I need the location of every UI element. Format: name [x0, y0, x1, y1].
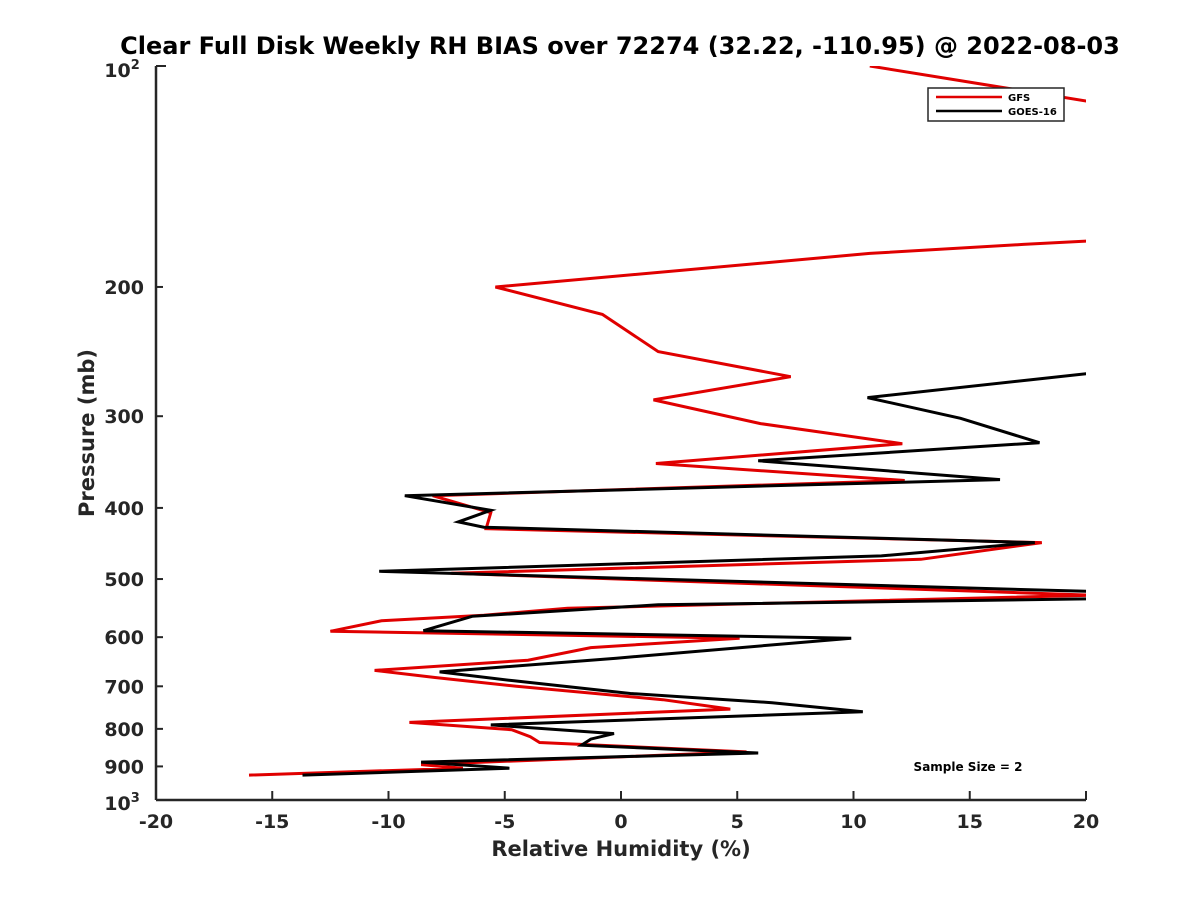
y-tick-label: 600 [104, 627, 144, 649]
y-tick-label: 200 [104, 277, 144, 299]
series-layer [248, 66, 1086, 777]
sample-size-annotation: Sample Size = 2 [914, 760, 1023, 774]
y-axis-label: Pressure (mb) [75, 349, 99, 517]
series-line-gfs [248, 66, 1086, 777]
y-tick-label: 800 [104, 719, 144, 741]
y-decade-label-bottom: 103 [104, 791, 140, 815]
legend-label-gfs: GFS [1008, 93, 1030, 104]
legend-label-goes16: GOES-16 [1008, 107, 1057, 118]
legend-box [927, 87, 1065, 122]
x-axis-label: Relative Humidity (%) [491, 837, 750, 861]
y-tick-label: 300 [104, 406, 144, 428]
x-tick-label: 20 [1073, 811, 1099, 833]
x-tick-label: 0 [614, 811, 627, 833]
y-decade-label-top: 102 [104, 58, 140, 82]
y-tick-label: 400 [104, 498, 144, 520]
legend: GFS GOES-16 [927, 87, 1065, 122]
x-tick-label: -5 [494, 811, 515, 833]
x-tick-label: -15 [255, 811, 289, 833]
x-tick-label: -20 [139, 811, 173, 833]
y-ticks: 200 300 400 500 600 700 800 900 [104, 65, 166, 801]
y-tick-label: 700 [104, 676, 144, 698]
axes [154, 66, 1086, 802]
x-ticks: -20 -15 -10 -5 0 5 10 15 20 [139, 791, 1099, 833]
x-tick-label: -10 [371, 811, 405, 833]
chart-title: Clear Full Disk Weekly RH BIAS over 7227… [120, 32, 1120, 60]
x-tick-label: 5 [731, 811, 744, 833]
y-tick-label: 900 [104, 756, 144, 778]
x-tick-label: 15 [957, 811, 983, 833]
series-line-goes-16 [302, 372, 1086, 777]
x-tick-label: 10 [840, 811, 866, 833]
y-tick-label: 500 [104, 569, 144, 591]
